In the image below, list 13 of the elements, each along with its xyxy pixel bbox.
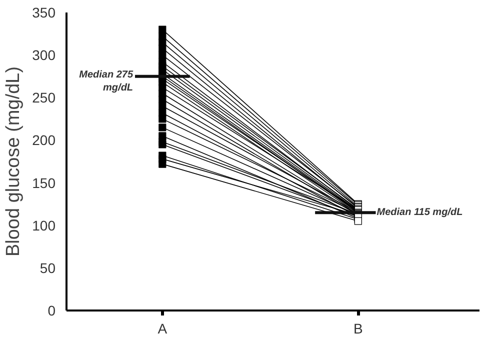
x-tick-label: A: [158, 320, 168, 336]
y-axis-title: Blood glucose (mg/dL): [3, 66, 24, 257]
annotation: Median 115 mg/dL: [376, 207, 463, 218]
y-tick-label: 100: [32, 217, 56, 234]
y-tick-label: 0: [48, 302, 56, 318]
annotation: Median 275 mg/dL: [79, 69, 134, 94]
y-tick-label: 50: [40, 260, 56, 276]
y-tick-label: 150: [32, 174, 56, 191]
y-tick-label: 200: [32, 132, 56, 148]
y-tick-label: 350: [32, 4, 56, 20]
y-tick-label: 250: [32, 90, 56, 106]
y-tick-label: 300: [32, 47, 56, 64]
x-tick-label: B: [353, 320, 363, 336]
